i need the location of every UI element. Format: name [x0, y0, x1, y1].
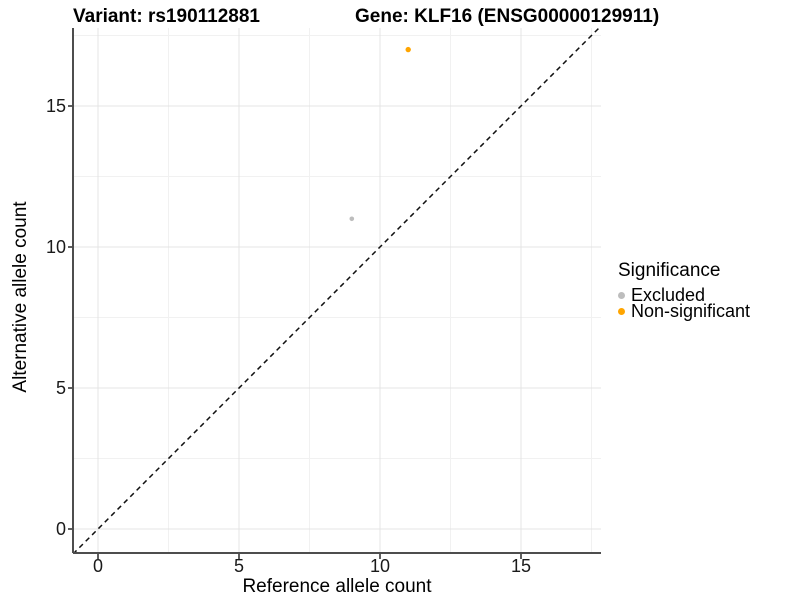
legend-item: Excluded	[618, 284, 750, 305]
legend-dot-icon	[618, 291, 625, 299]
legend-dot-icon	[618, 307, 625, 315]
y-tick-label: 10	[45, 237, 66, 257]
plot-panel	[68, 28, 601, 559]
x-tick-label: 0	[92, 556, 103, 576]
legend: Significance Excluded Non-significant	[618, 260, 751, 321]
y-tick-label: 15	[45, 96, 66, 116]
legend-item-label: Excluded	[631, 284, 706, 305]
legend-title: Significance	[618, 260, 721, 281]
y-tick-label: 5	[55, 378, 66, 398]
x-tick-label: 5	[233, 556, 244, 576]
y-tick-label: 0	[55, 519, 66, 539]
plot-title-variant: Variant: rs190112881	[73, 6, 260, 27]
x-tick-label: 10	[369, 556, 391, 576]
x-tick-label: 15	[510, 556, 532, 576]
legend-item: Non-significant	[618, 300, 751, 321]
identity-line	[73, 28, 601, 553]
legend-item-label: Non-significant	[631, 300, 751, 321]
legend-items: Excluded Non-significant	[618, 284, 751, 321]
plot-title-gene: Gene: KLF16 (ENSG00000129911)	[355, 6, 660, 27]
data-point-excluded	[349, 216, 355, 222]
data-point-non-significant	[405, 46, 411, 53]
x-axis-title: Reference allele count	[242, 576, 432, 597]
